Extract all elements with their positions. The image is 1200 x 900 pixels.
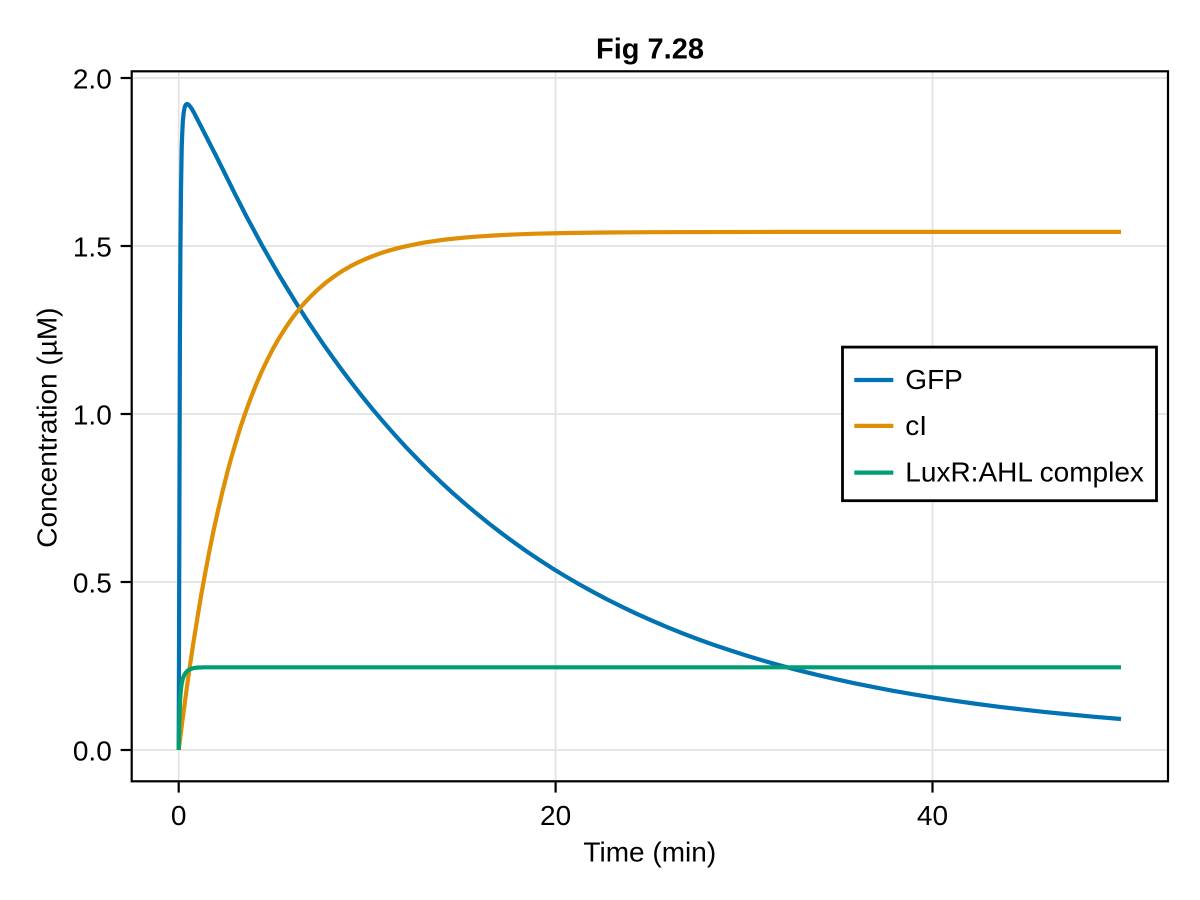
svg-text:0.5: 0.5 <box>73 568 112 599</box>
svg-text:20: 20 <box>540 800 571 831</box>
svg-text:Fig 7.28: Fig 7.28 <box>596 33 704 65</box>
svg-text:0.0: 0.0 <box>73 736 112 767</box>
svg-text:GFP: GFP <box>905 364 963 395</box>
svg-text:cI: cI <box>905 410 927 441</box>
svg-text:Time (min): Time (min) <box>583 837 716 868</box>
svg-text:1.0: 1.0 <box>73 400 112 431</box>
svg-text:1.5: 1.5 <box>73 232 112 263</box>
svg-text:0: 0 <box>171 800 187 831</box>
svg-text:LuxR:AHL complex: LuxR:AHL complex <box>905 457 1144 488</box>
svg-text:2.0: 2.0 <box>73 64 112 95</box>
svg-text:Concentration (µM): Concentration (µM) <box>32 307 63 547</box>
svg-text:40: 40 <box>917 800 948 831</box>
